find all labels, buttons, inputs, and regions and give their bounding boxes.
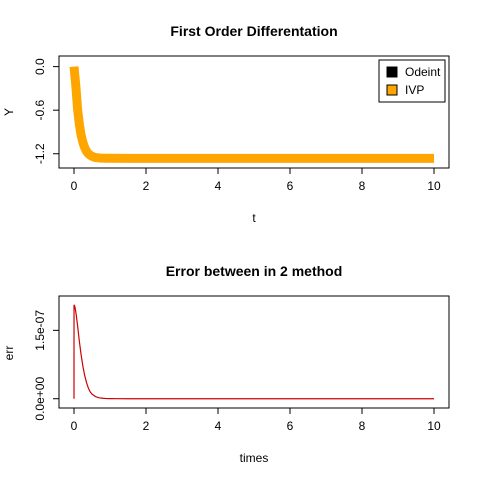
- series-line-err: [73, 304, 434, 400]
- legend: Odeint IVP: [378, 59, 446, 103]
- y-tick-label: -1.2: [33, 143, 47, 164]
- chart-title: First Order Differentation: [170, 23, 337, 39]
- y-axis-label: err: [2, 346, 16, 361]
- x-axis: 0 2 4 6 8 10: [71, 168, 441, 193]
- chart-title: Error between in 2 method: [166, 263, 343, 279]
- legend-swatch-ivp: [386, 84, 398, 96]
- x-tick-label: 4: [215, 179, 222, 193]
- legend-swatch-odeint: [386, 66, 398, 78]
- x-tick-label: 0: [71, 419, 78, 433]
- y-tick-label: -0.6: [33, 100, 47, 121]
- plot-box: [58, 55, 450, 169]
- x-tick-label: 2: [143, 419, 150, 433]
- x-tick-label: 6: [287, 179, 294, 193]
- legend-label-odeint: Odeint: [405, 65, 441, 79]
- x-tick-label: 8: [359, 419, 366, 433]
- y-tick-label: 1.5e-07: [33, 310, 47, 351]
- x-axis: 0 2 4 6 8 10: [71, 408, 441, 433]
- series-group: [73, 304, 434, 400]
- x-tick-label: 2: [143, 179, 150, 193]
- x-tick-label: 8: [359, 179, 366, 193]
- x-axis-label: times: [240, 451, 269, 465]
- legend-label-ivp: IVP: [405, 83, 424, 97]
- y-axis-label: Y: [2, 108, 16, 116]
- y-axis: 0.0e+00 1.5e-07: [33, 310, 59, 421]
- y-tick-label: 0.0: [33, 58, 47, 75]
- x-tick-label: 10: [427, 419, 441, 433]
- x-axis-label: t: [252, 211, 256, 225]
- panel-error: Error between in 2 method 0 2 4 6 8 10 0.0e+0…: [2, 263, 450, 465]
- x-tick-label: 10: [427, 179, 441, 193]
- plot-box: [58, 295, 450, 409]
- x-tick-label: 4: [215, 419, 222, 433]
- x-tick-label: 6: [287, 419, 294, 433]
- series-group: [69, 66, 434, 163]
- x-tick-label: 0: [71, 179, 78, 193]
- panel-first-order: First Order Differentation 0 2 4 6 8 10 0.0 -0…: [2, 23, 450, 225]
- y-axis: 0.0 -0.6 -1.2: [33, 58, 59, 164]
- series-line-ivp: [69, 66, 434, 163]
- y-tick-label: 0.0e+00: [33, 377, 47, 421]
